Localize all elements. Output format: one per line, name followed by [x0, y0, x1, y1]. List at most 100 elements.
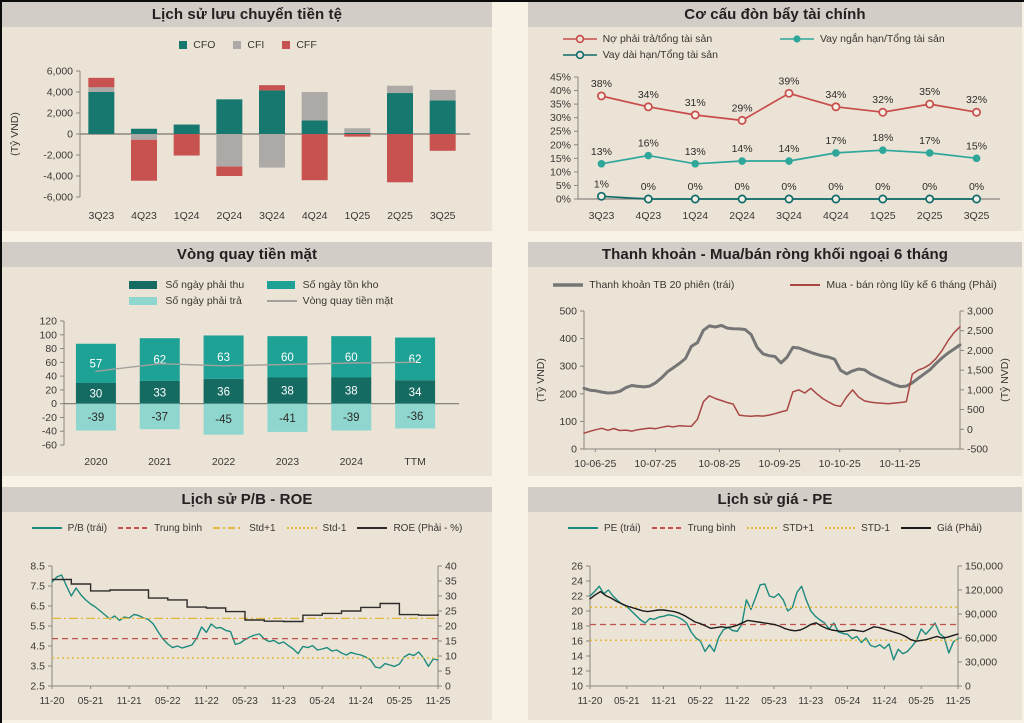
y-tick-label: 30,000	[965, 657, 997, 669]
panel-price-pe-history: Lịch sử giá - PE PE (trái) Trung bình STD+…	[528, 487, 1022, 720]
x-axis-label: 2021	[148, 456, 172, 468]
x-axis-label: 11-23	[271, 696, 296, 707]
legend-label: STD-1	[861, 522, 890, 534]
y-tick-label: 3.5	[30, 661, 45, 673]
x-axis-label: 05-23	[761, 696, 787, 707]
x-axis-label: 10-08-25	[698, 458, 740, 470]
bar-value-label: 38	[345, 386, 358, 398]
bar-value-label: 62	[409, 354, 422, 366]
y-tick-label: 60	[45, 357, 57, 369]
data-marker	[831, 102, 841, 112]
bar-segment	[267, 336, 308, 378]
y-tick-label: 20	[571, 606, 583, 618]
legend-swatch-svg	[233, 41, 242, 49]
y-tick-label: 22	[571, 591, 583, 603]
bar-value-label: 57	[90, 358, 103, 370]
bar-value-label: 34	[409, 387, 422, 399]
bar-value-label: 63	[217, 352, 230, 364]
x-axis-label: 11-20	[40, 696, 65, 707]
y-tick-label: 3,000	[967, 306, 993, 318]
x-axis-label: 10-06-25	[574, 458, 616, 470]
y-tick-label: 2,500	[967, 325, 993, 337]
legend-item: Vay ngắn hạn/Tổng tài sản	[779, 33, 997, 45]
y-tick-label: 40	[45, 371, 57, 383]
bar-segment	[344, 134, 371, 137]
legend-swatch-svg	[129, 281, 158, 289]
data-label: 35%	[919, 86, 940, 98]
bar-value-label: -39	[343, 412, 360, 424]
bar-value-label: 33	[153, 387, 166, 399]
x-axis-label: 11-22	[725, 696, 750, 707]
data-label: 0%	[969, 181, 984, 193]
data-marker	[784, 88, 794, 98]
data-label: 17%	[919, 135, 940, 147]
bar-segment	[301, 120, 328, 134]
x-axis-label: 10-09-25	[759, 458, 801, 470]
y-tick-label: 0	[51, 398, 57, 410]
y-tick-label: 90,000	[965, 609, 997, 621]
bar-segment	[331, 377, 372, 404]
bar-segment	[387, 134, 413, 183]
y-tick-label: 6.5	[30, 601, 45, 613]
bar-segment	[267, 377, 308, 404]
bar-segment	[173, 124, 200, 134]
data-marker	[831, 194, 841, 204]
legend-swatch-svg	[651, 527, 682, 529]
series-line	[583, 326, 961, 434]
data-label: 32%	[966, 94, 987, 106]
data-marker	[972, 107, 982, 117]
legend-label: Vay dài hạn/Tổng tài sản	[602, 49, 718, 61]
y-tick-label: 0	[445, 681, 451, 693]
leverage-line-chart: 45%40%35%30%25%20%15%10%5%0%3Q23 4Q23 1Q24…	[550, 72, 1000, 222]
x-axis-label: 3Q25	[430, 210, 456, 222]
y-tick-label: 5.5	[30, 621, 45, 633]
y-tick-label: 10%	[550, 166, 571, 178]
y-tick-label: 15%	[550, 153, 571, 165]
y-tick-label: -20	[42, 412, 57, 424]
legend-label: P/B (trái)	[67, 522, 108, 534]
x-axis-label: 05-21	[78, 696, 104, 707]
y-tick-label: 30	[445, 591, 457, 603]
bar-value-label: -36	[407, 411, 424, 423]
data-marker	[784, 194, 794, 204]
legend-item: PE (trái)	[568, 522, 641, 534]
legend-item: Trung bình	[118, 522, 202, 534]
data-label: 17%	[825, 135, 846, 147]
y-tick-label: 100	[39, 329, 57, 341]
x-axis-label: 11-25	[426, 696, 451, 707]
bar-segment	[88, 92, 115, 134]
x-axis-label: 4Q24	[302, 210, 328, 222]
x-axis-label: 05-22	[688, 696, 714, 707]
y-tick-label: 10	[571, 681, 583, 693]
legend-item: Số ngày tồn kho	[266, 279, 404, 291]
legend-label: Số ngày phải thu	[165, 279, 245, 291]
bar-segment	[131, 139, 157, 181]
legend-swatch-svg	[825, 527, 856, 529]
y-axis-title-left: (Tỷ VND)	[535, 358, 547, 402]
y-tick-label: 26	[571, 561, 583, 573]
legend-item: CFO	[177, 39, 215, 51]
legend-item: Giá (Phải)	[900, 522, 982, 534]
y-tick-label: 2.5	[30, 681, 45, 693]
bar-segment	[387, 85, 413, 94]
data-marker	[691, 159, 700, 168]
legend-label: Trung bình	[154, 522, 203, 534]
x-axis-label: 2022	[212, 456, 236, 468]
bar-segment	[395, 337, 436, 381]
legend-marker	[793, 35, 801, 43]
data-marker	[878, 146, 887, 154]
legend-item: Số ngày phải trả	[129, 295, 266, 307]
data-label: 14%	[778, 143, 799, 155]
panel-title: Lịch sử P/B - ROE	[2, 487, 492, 512]
bar-segment	[131, 128, 157, 134]
x-axis-label: 3Q23	[589, 210, 615, 222]
legend-swatch-svg	[31, 527, 62, 529]
bar-value-label: -45	[215, 414, 232, 426]
data-label: 0%	[875, 181, 890, 193]
x-axis-label: 11-21	[117, 696, 142, 707]
y-tick-label: -4,000	[43, 171, 73, 183]
y-tick-label: 35	[445, 576, 457, 588]
bar-segment	[203, 378, 244, 404]
legend-marker	[575, 34, 584, 44]
y-tick-label: 4,000	[47, 87, 73, 99]
